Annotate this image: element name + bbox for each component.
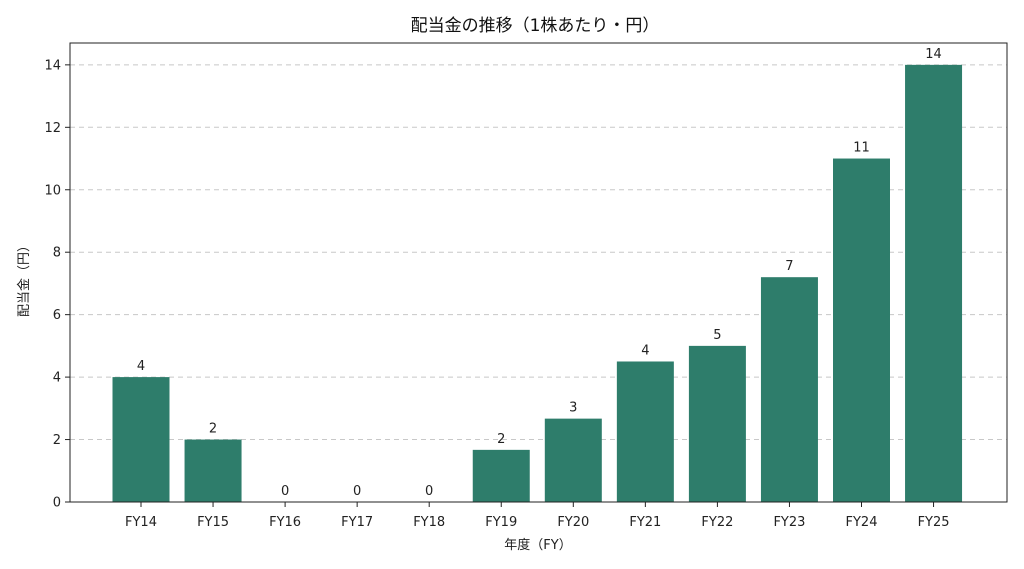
bar-fy24 — [833, 158, 890, 502]
data-label-fy21: 4 — [641, 343, 649, 358]
bars — [112, 64, 963, 502]
data-label-fy20: 3 — [569, 401, 577, 416]
data-label-fy19: 2 — [497, 432, 505, 447]
x-tick-label-fy20: FY20 — [557, 515, 589, 530]
data-label-fy14: 4 — [137, 359, 145, 374]
data-label-fy17: 0 — [353, 484, 361, 499]
bar-fy15 — [184, 439, 242, 502]
x-axis-label: 年度（FY） — [504, 537, 571, 553]
y-tick-label: 6 — [53, 308, 61, 323]
data-label-fy15: 2 — [209, 422, 217, 437]
x-tick-label-fy17: FY17 — [341, 515, 373, 530]
y-axis-ticks: 0 2 4 6 8 10 12 14 — [44, 58, 70, 511]
x-tick-label-fy25: FY25 — [918, 515, 950, 530]
grid-lines — [70, 64, 1007, 441]
bar-fy25 — [905, 64, 963, 502]
bar-fy14 — [112, 377, 170, 502]
x-axis-ticks: FY14 FY15 FY16 FY17 FY18 FY19 FY20 FY21 FY22 FY23… — [125, 502, 950, 530]
data-labels: 4 2 0 0 0 2 3 4 5 7 11 14 — [137, 47, 942, 499]
bar-fy19 — [472, 449, 530, 502]
y-tick-label: 2 — [53, 433, 61, 448]
bar-fy22 — [688, 345, 746, 502]
y-tick-label: 10 — [44, 183, 61, 198]
chart-title: 配当金の推移（1株あたり・円） — [411, 16, 660, 36]
x-tick-label-fy18: FY18 — [413, 515, 445, 530]
x-tick-label-fy14: FY14 — [125, 515, 157, 530]
y-tick-label: 12 — [44, 121, 61, 136]
bar-fy20 — [544, 418, 602, 502]
bar-fy23 — [760, 277, 818, 502]
y-axis-label: 配当金（円） — [16, 239, 32, 317]
data-label-fy18: 0 — [425, 484, 433, 499]
x-tick-label-fy23: FY23 — [773, 515, 805, 530]
x-tick-label-fy15: FY15 — [197, 515, 229, 530]
x-tick-label-fy22: FY22 — [701, 515, 733, 530]
x-tick-label-fy19: FY19 — [485, 515, 517, 530]
x-tick-label-fy16: FY16 — [269, 515, 301, 530]
y-tick-label: 0 — [53, 496, 61, 511]
data-label-fy24: 11 — [853, 141, 870, 156]
data-label-fy23: 7 — [785, 259, 793, 274]
bar-fy21 — [616, 361, 674, 502]
plot-frame — [69, 42, 1008, 503]
y-tick-label: 4 — [53, 371, 61, 386]
data-label-fy22: 5 — [713, 328, 721, 343]
x-tick-label-fy21: FY21 — [629, 515, 661, 530]
y-tick-label: 8 — [53, 246, 61, 261]
data-label-fy16: 0 — [281, 484, 289, 499]
data-label-fy25: 14 — [925, 47, 942, 62]
x-tick-label-fy24: FY24 — [846, 515, 878, 530]
y-tick-label: 14 — [44, 58, 61, 73]
